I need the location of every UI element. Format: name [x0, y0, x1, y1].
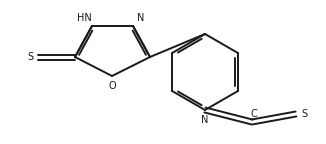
Text: HN: HN: [77, 13, 91, 23]
Text: N: N: [137, 13, 145, 23]
Text: N: N: [201, 115, 209, 125]
Text: O: O: [108, 81, 116, 91]
Text: S: S: [27, 52, 33, 62]
Text: C: C: [251, 109, 257, 119]
Text: S: S: [301, 109, 307, 119]
